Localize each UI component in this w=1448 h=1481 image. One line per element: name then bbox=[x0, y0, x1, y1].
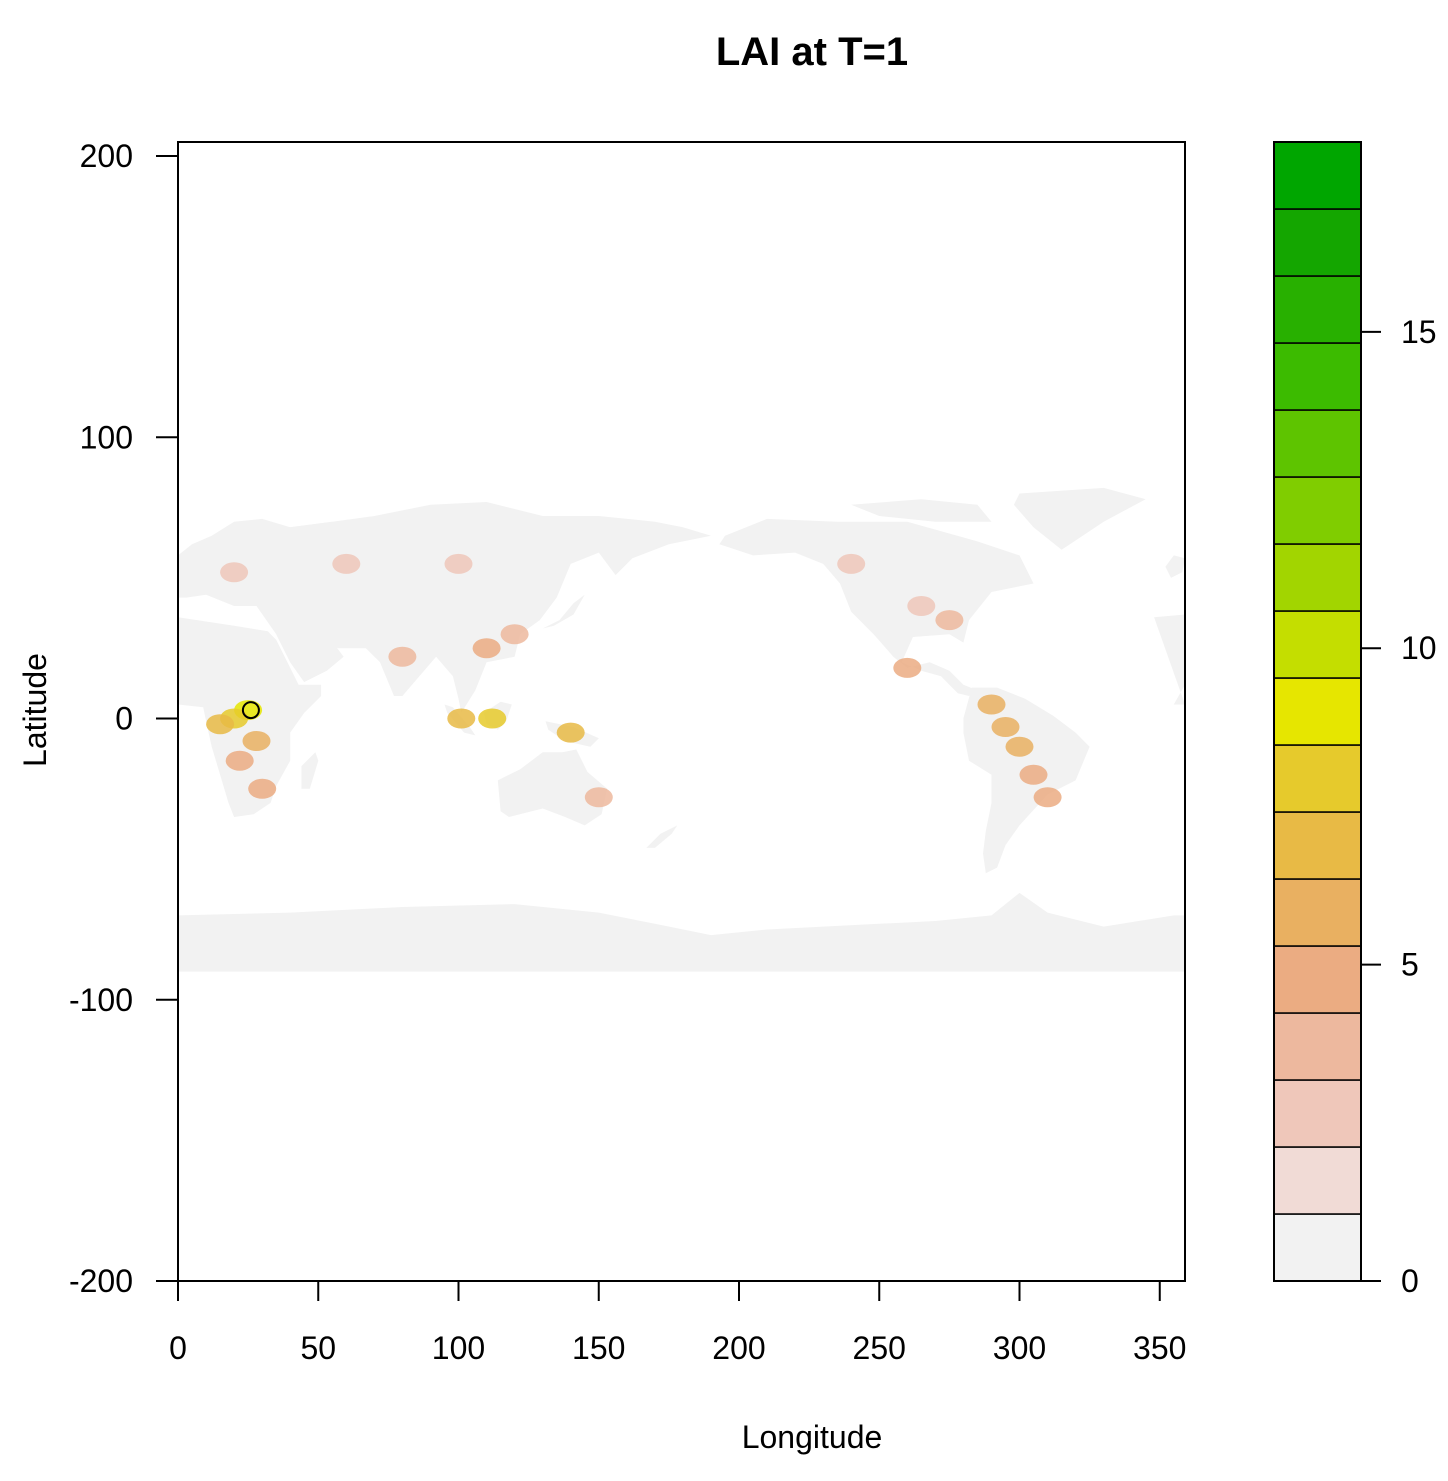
lai-hotspot-22 bbox=[220, 562, 248, 582]
map-region-4 bbox=[719, 519, 1033, 696]
map-region-18 bbox=[1165, 555, 1185, 578]
lai-hotspot-24 bbox=[445, 554, 473, 574]
x-tick-label-1: 50 bbox=[300, 1330, 336, 1366]
lai-hotspot-21 bbox=[585, 787, 613, 807]
lai-hotspot-16 bbox=[501, 624, 529, 644]
lai-hotspot-23 bbox=[332, 554, 360, 574]
lai-hotspot-3 bbox=[206, 714, 234, 734]
lai-hotspot-6 bbox=[248, 779, 276, 799]
colorbar-bin-14 bbox=[1274, 343, 1361, 410]
lai-hotspot-18 bbox=[935, 610, 963, 630]
colorbar-tick-label-0: 0 bbox=[1401, 1263, 1419, 1299]
colorbar-bin-1 bbox=[1274, 1214, 1361, 1281]
colorbar-bin-17 bbox=[1274, 142, 1361, 209]
x-axis: 0 50 100 150 200 250 300 350 bbox=[169, 1281, 1186, 1366]
lai-hotspot-9 bbox=[1020, 765, 1048, 785]
colorbar-bin-8 bbox=[1274, 745, 1361, 812]
map-region-2 bbox=[1014, 488, 1146, 550]
lai-hotspot-20 bbox=[893, 658, 921, 678]
lai-hotspot-5 bbox=[226, 751, 254, 771]
x-tick-label-2: 100 bbox=[432, 1330, 485, 1366]
colorbar-tick-label-3: 15 bbox=[1401, 314, 1437, 350]
map-region-17 bbox=[646, 825, 677, 848]
colorbar-bin-2 bbox=[1274, 1147, 1361, 1214]
colorbar-bin-12 bbox=[1274, 477, 1361, 544]
colorbar-bin-16 bbox=[1274, 209, 1361, 276]
colorbar-bin-11 bbox=[1274, 544, 1361, 611]
map-region-3 bbox=[851, 499, 991, 522]
colorbar-bin-10 bbox=[1274, 611, 1361, 678]
lai-hotspot-11 bbox=[1034, 787, 1062, 807]
y-axis: -200 -100 0 100 200 bbox=[69, 138, 178, 1299]
colorbar-tick-label-2: 10 bbox=[1401, 630, 1437, 666]
y-tick-label-3: 100 bbox=[80, 419, 133, 455]
map-region-8 bbox=[301, 752, 318, 789]
x-tick-label-4: 200 bbox=[712, 1330, 765, 1366]
colorbar-bin-13 bbox=[1274, 410, 1361, 477]
y-tick-label-1: -100 bbox=[69, 982, 133, 1018]
lai-hotspot-8 bbox=[1006, 737, 1034, 757]
x-tick-label-6: 300 bbox=[993, 1330, 1046, 1366]
colorbar-tick-label-1: 5 bbox=[1401, 947, 1419, 983]
x-tick-label-3: 150 bbox=[572, 1330, 625, 1366]
x-tick-label-5: 250 bbox=[853, 1330, 906, 1366]
colorbar-bin-7 bbox=[1274, 812, 1361, 879]
chart-title: LAI at T=1 bbox=[716, 30, 908, 74]
y-tick-label-2: 0 bbox=[115, 701, 133, 737]
colorbar-bin-4 bbox=[1274, 1013, 1361, 1080]
map-region-6 bbox=[1154, 615, 1185, 705]
lai-hotspot-10 bbox=[978, 695, 1006, 715]
lai-hotspot-12 bbox=[478, 709, 506, 729]
map-layer bbox=[178, 488, 1185, 972]
lai-hotspot-15 bbox=[473, 638, 501, 658]
colorbar-bin-6 bbox=[1274, 879, 1361, 946]
colorbar-bin-9 bbox=[1274, 678, 1361, 745]
map-region-1 bbox=[178, 893, 1185, 972]
lai-hotspot-19 bbox=[907, 596, 935, 616]
y-tick-label-4: 200 bbox=[80, 138, 133, 174]
x-tick-label-0: 0 bbox=[169, 1330, 187, 1366]
colorbar-bin-5 bbox=[1274, 946, 1361, 1013]
colorbar: 0 5 10 15 bbox=[1274, 142, 1437, 1299]
y-tick-label-0: -200 bbox=[69, 1263, 133, 1299]
x-axis-label: Longitude bbox=[742, 1419, 883, 1455]
lai-hotspot-14 bbox=[557, 723, 585, 743]
lai-hotspot-4 bbox=[243, 731, 271, 751]
lai-hotspot-7 bbox=[992, 717, 1020, 737]
colorbar-bin-3 bbox=[1274, 1080, 1361, 1147]
lai-hotspot-13 bbox=[447, 709, 475, 729]
colorbar-bin-15 bbox=[1274, 276, 1361, 343]
lai-hotspot-25 bbox=[837, 554, 865, 574]
y-axis-label: Latitude bbox=[17, 653, 53, 767]
x-tick-label-7: 350 bbox=[1133, 1330, 1186, 1366]
map-region-12 bbox=[498, 750, 607, 826]
lai-hotspot-17 bbox=[388, 647, 416, 667]
